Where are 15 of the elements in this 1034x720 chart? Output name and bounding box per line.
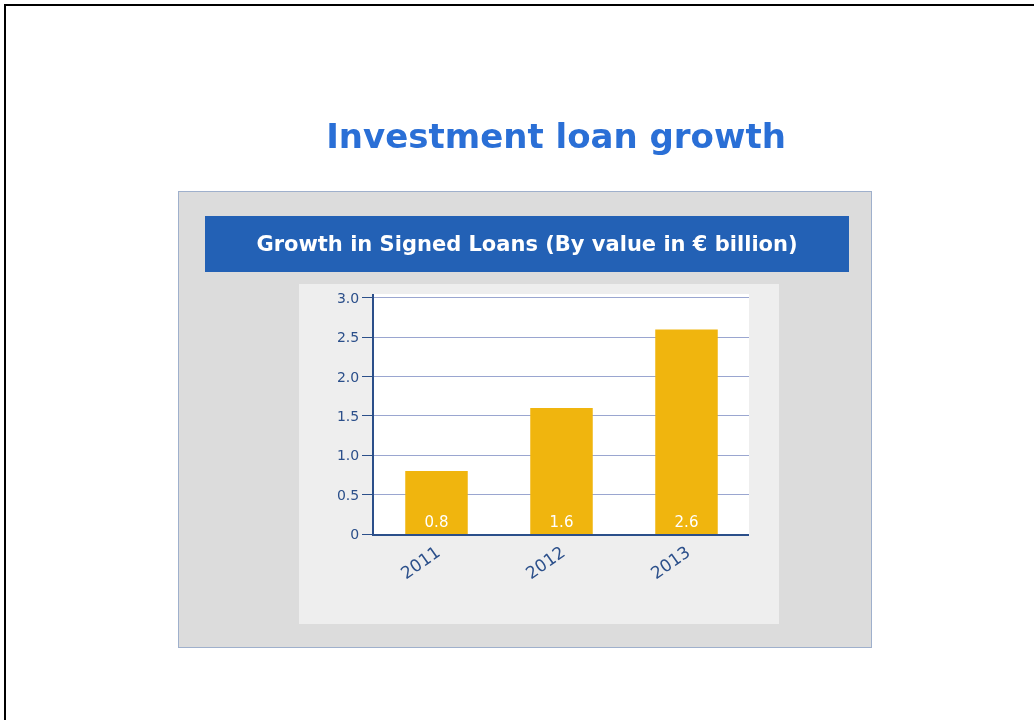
bar [530, 408, 593, 534]
y-tick-label: 1.5 [336, 407, 360, 424]
y-tick-label: 0 [350, 525, 360, 542]
data-label: 1.6 [549, 513, 574, 531]
y-tick-label: 2.0 [336, 368, 360, 385]
bar [405, 471, 468, 534]
data-label: 0.8 [424, 513, 449, 531]
chart-subtitle: Growth in Signed Loans (By value in € billion) [205, 216, 849, 272]
y-tick-label: 3.0 [336, 289, 360, 306]
bar [655, 329, 718, 534]
y-tick-label: 1.0 [336, 447, 360, 464]
chart-title: Investment loan growth [325, 116, 787, 156]
y-tick-label: 0.5 [336, 486, 360, 503]
data-label: 2.6 [674, 513, 699, 531]
y-tick-label: 2.5 [336, 329, 360, 346]
